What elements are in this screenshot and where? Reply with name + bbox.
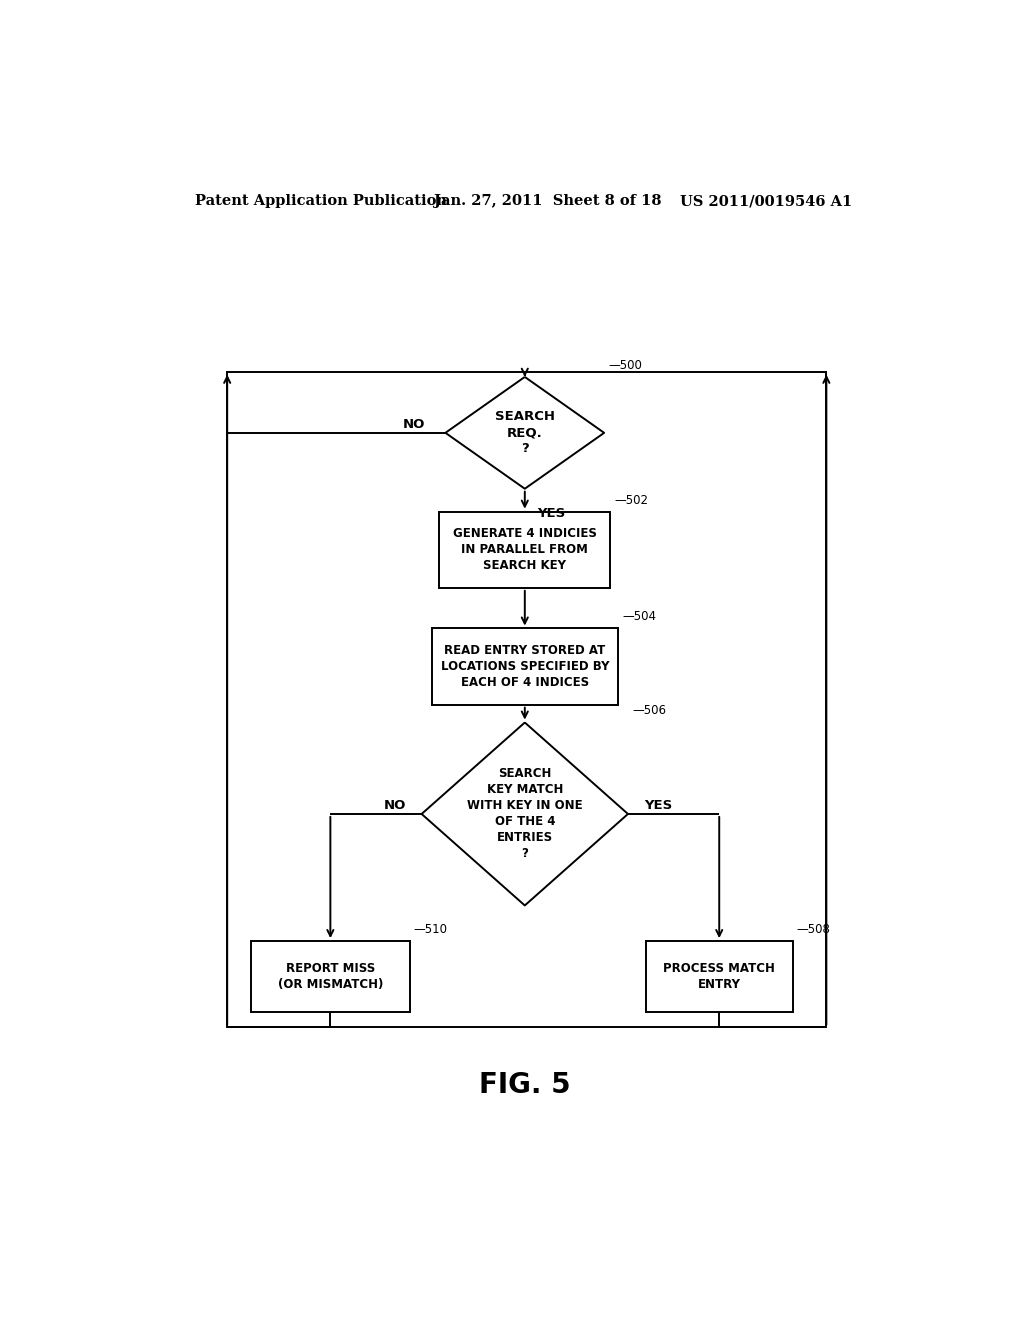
Text: YES: YES [644,800,672,812]
Text: —506: —506 [632,705,666,718]
Text: REPORT MISS
(OR MISMATCH): REPORT MISS (OR MISMATCH) [278,962,383,991]
Bar [227,372,826,1027]
Text: Patent Application Publication: Patent Application Publication [196,194,447,209]
Text: —504: —504 [622,610,656,623]
Bar [646,941,793,1012]
Text: SEARCH
KEY MATCH
WITH KEY IN ONE
OF THE 4
ENTRIES
?: SEARCH KEY MATCH WITH KEY IN ONE OF THE … [467,767,583,861]
Text: SEARCH
REQ.
?: SEARCH REQ. ? [495,411,555,455]
Text: —500: —500 [608,359,642,372]
Text: GENERATE 4 INDICIES
IN PARALLEL FROM
SEARCH KEY: GENERATE 4 INDICIES IN PARALLEL FROM SEA… [453,527,597,572]
Bar [431,628,618,705]
Text: —508: —508 [797,923,830,936]
Text: Jan. 27, 2011  Sheet 8 of 18: Jan. 27, 2011 Sheet 8 of 18 [433,194,662,209]
Text: US 2011/0019546 A1: US 2011/0019546 A1 [680,194,852,209]
Text: YES: YES [537,507,565,520]
Text: NO: NO [383,800,406,812]
Text: —502: —502 [614,494,648,507]
Text: —510: —510 [414,923,447,936]
Text: PROCESS MATCH
ENTRY: PROCESS MATCH ENTRY [664,962,775,991]
Text: READ ENTRY STORED AT
LOCATIONS SPECIFIED BY
EACH OF 4 INDICES: READ ENTRY STORED AT LOCATIONS SPECIFIED… [440,644,609,689]
Bar [251,941,410,1012]
Text: NO: NO [403,418,426,432]
Text: FIG. 5: FIG. 5 [479,1072,570,1100]
Bar [439,512,610,587]
